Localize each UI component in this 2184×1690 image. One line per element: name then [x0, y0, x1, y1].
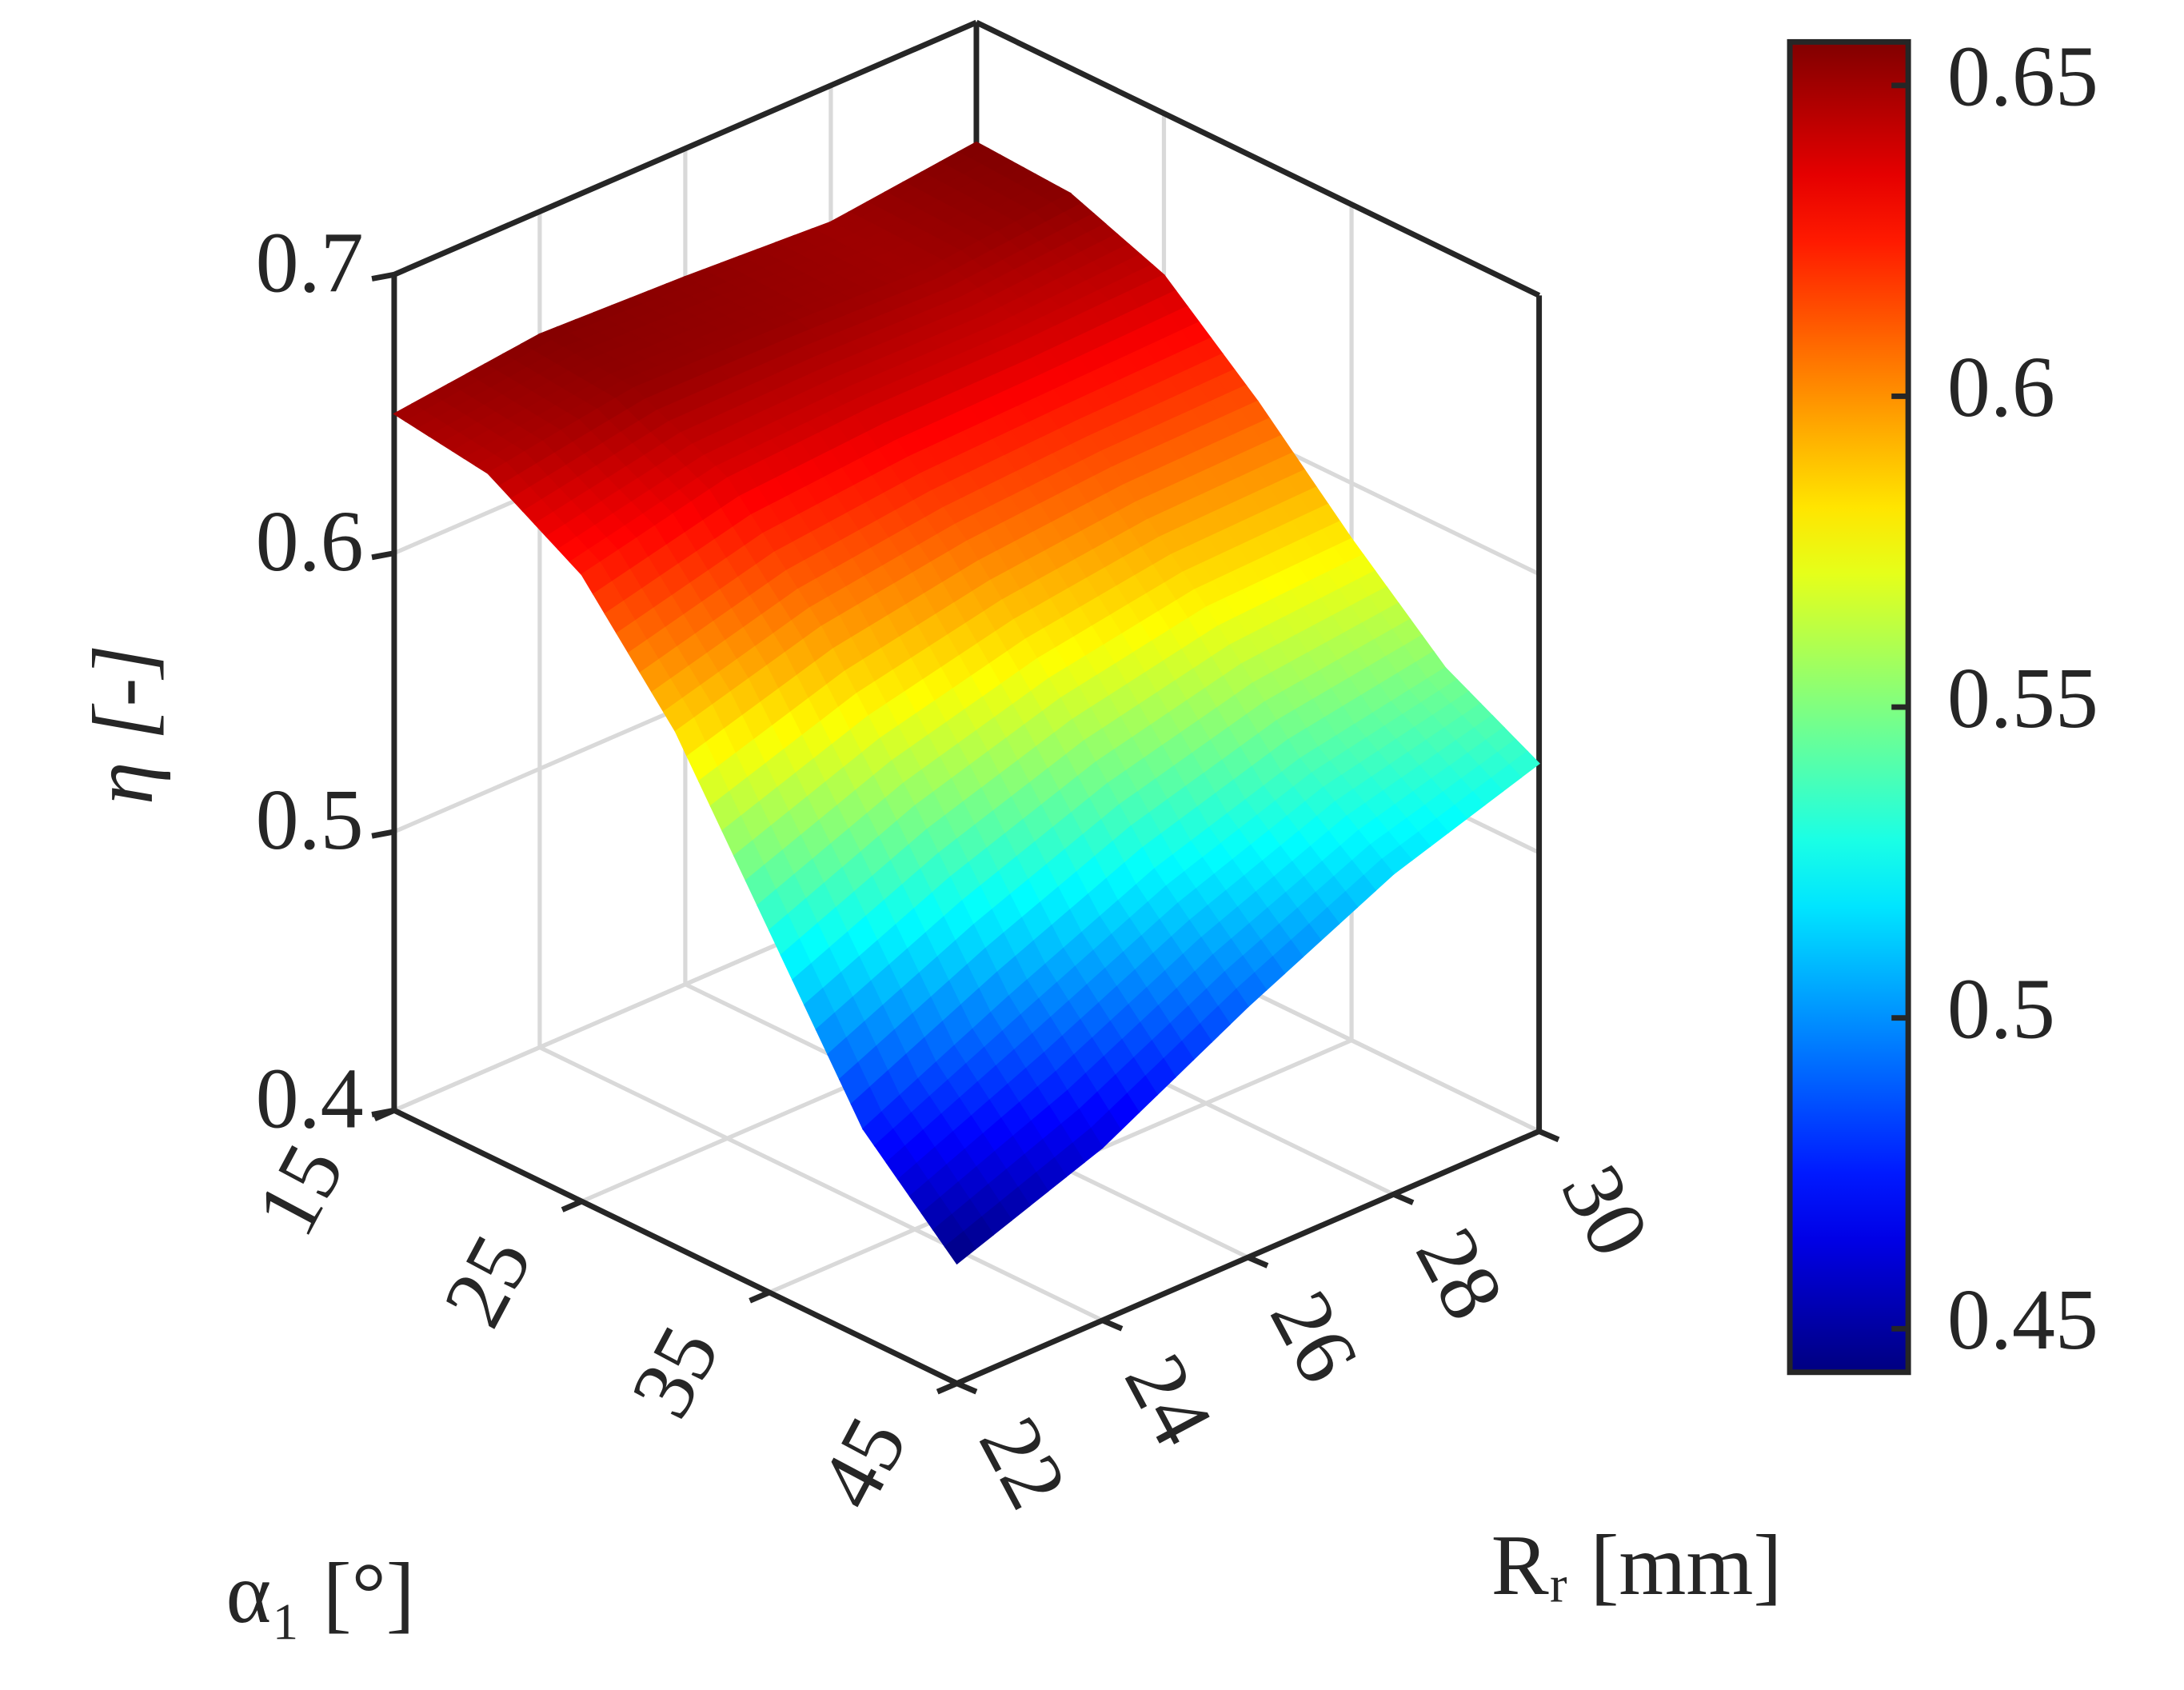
tick-mark [749, 1289, 771, 1304]
y-tick-label: 22 [960, 1403, 1085, 1524]
colorbar-tick-label: 0.45 [1947, 1272, 2098, 1368]
tick-mark [371, 829, 395, 839]
grid-line [538, 1045, 1104, 1323]
axis-line [975, 19, 1541, 298]
tick-mark [371, 550, 395, 561]
axis-line [393, 1108, 959, 1386]
colorbar-tick-label: 0.5 [1947, 961, 2055, 1057]
surface [393, 141, 1540, 1265]
tick-mark [373, 1108, 396, 1121]
y-tick-label: 26 [1252, 1276, 1376, 1397]
tick-mark [561, 1198, 583, 1213]
tick-mark [1392, 1192, 1415, 1205]
y-tick-label: 30 [1543, 1150, 1667, 1271]
tick-mark [1247, 1254, 1269, 1268]
x-tick-label: 25 [425, 1221, 550, 1341]
colorbar-scale [1787, 38, 1911, 1376]
z-tick-label: 0.5 [256, 773, 364, 868]
x-tick-label: 45 [801, 1403, 925, 1524]
colorbar-tick-label: 0.55 [1947, 651, 2098, 746]
z-tick-label: 0.7 [256, 216, 364, 311]
y-tick-label: 24 [1106, 1340, 1231, 1460]
x-tick-label: 35 [613, 1312, 738, 1432]
colorbar-tick-label: 0.6 [1947, 340, 2055, 435]
z-tick-label: 0.6 [256, 494, 364, 589]
colorbar: 0.45 0.5 0.55 0.6 0.65 [1787, 30, 2098, 1376]
tick-mark [371, 271, 395, 282]
y-axis-label: Rᵣ [mm] [1491, 1518, 1783, 1613]
colorbar-tick-label: 0.65 [1947, 30, 2098, 125]
x-tick-label: 15 [238, 1129, 363, 1250]
y-tick-label: 28 [1397, 1213, 1522, 1334]
tick-mark [936, 1380, 958, 1395]
surface-patch [944, 1231, 976, 1265]
x-axis-label: α₁ [°] [226, 1546, 414, 1641]
tick-mark [1538, 1129, 1560, 1143]
axis-line [393, 19, 978, 278]
z-axis-label: η [-] [76, 645, 171, 805]
tick-mark [956, 1380, 978, 1395]
tick-mark [1101, 1317, 1124, 1332]
z-tick-label: 0.4 [256, 1052, 364, 1147]
